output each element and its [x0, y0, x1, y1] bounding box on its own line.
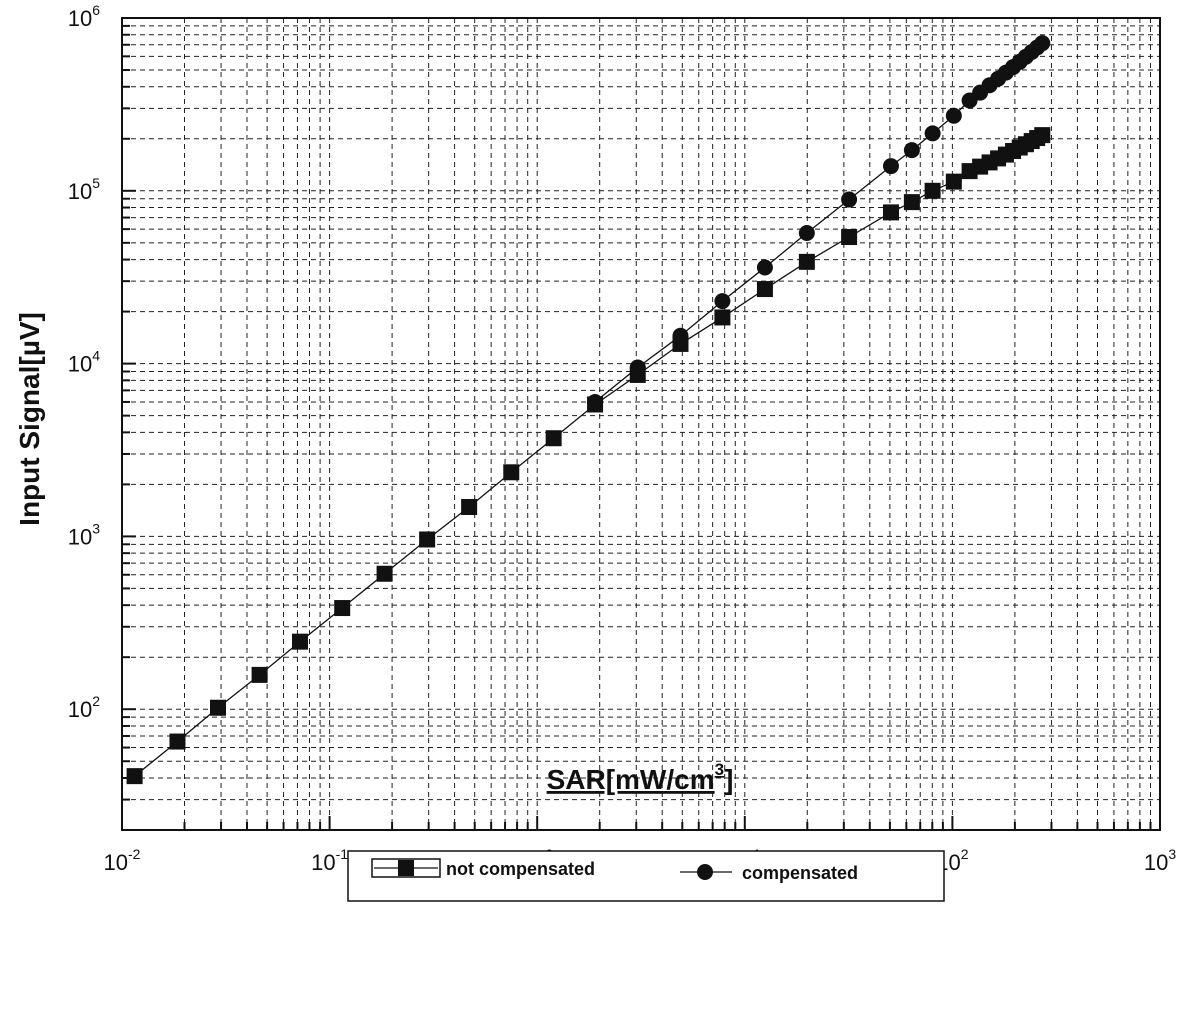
- x-axis-title-base: SAR[mW/cm: [547, 764, 715, 795]
- marker-circle: [629, 359, 646, 376]
- marker-circle: [714, 293, 731, 310]
- y-tick-label: 103: [68, 520, 100, 549]
- y-tick-label-base: 10: [68, 697, 92, 722]
- marker-square: [291, 633, 308, 650]
- marker-square: [169, 733, 186, 750]
- y-tick-label-base: 10: [68, 352, 92, 377]
- marker-circle: [882, 158, 899, 175]
- legend-marker-circle: [697, 864, 713, 880]
- y-axis-title: Input Signal[µV]: [14, 312, 45, 526]
- marker-square: [461, 498, 478, 515]
- marker-square: [945, 173, 962, 190]
- marker-circle: [798, 224, 815, 241]
- marker-circle: [945, 107, 962, 124]
- x-tick-label: 103: [1144, 846, 1176, 875]
- legend-label-not-compensated: not compensated: [446, 859, 595, 879]
- legend-items: not compensated compensated: [371, 858, 858, 883]
- marker-square: [334, 600, 351, 617]
- x-tick-label-base: 10: [311, 850, 335, 875]
- legend-marker-square: [398, 860, 414, 876]
- x-tick-label-exponent: -2: [128, 846, 141, 862]
- legend: not compensated compensated: [347, 850, 945, 902]
- x-tick-label-base: 10: [1144, 850, 1168, 875]
- marker-square: [419, 531, 436, 548]
- marker-square: [376, 565, 393, 582]
- marker-square: [503, 464, 520, 481]
- x-tick-label-exponent: 2: [961, 846, 969, 862]
- x-tick-label-exponent: -1: [336, 846, 349, 862]
- marker-square: [756, 281, 773, 298]
- marker-circle: [841, 191, 858, 208]
- marker-circle: [672, 327, 689, 344]
- y-tick-label-exponent: 6: [92, 2, 100, 18]
- marker-square: [903, 194, 920, 211]
- y-tick-label-exponent: 3: [92, 520, 100, 536]
- legend-box: [347, 850, 945, 902]
- marker-circle: [903, 142, 920, 159]
- marker-circle: [756, 259, 773, 276]
- x-axis-ticks: [121, 816, 1161, 830]
- x-tick-label-exponent: 3: [1168, 846, 1176, 862]
- y-tick-label: 105: [68, 175, 100, 204]
- marker-square: [841, 229, 858, 246]
- y-tick-label: 106: [68, 2, 100, 31]
- y-tick-label: 104: [68, 348, 100, 377]
- marker-square: [882, 204, 899, 221]
- marker-square: [545, 430, 562, 447]
- plot-frame: [121, 17, 1161, 831]
- marker-circle: [1034, 35, 1051, 52]
- x-axis-title-close: ]: [724, 764, 733, 795]
- marker-square: [251, 666, 268, 683]
- y-tick-label-base: 10: [68, 524, 92, 549]
- marker-square: [209, 699, 226, 716]
- y-tick-label-base: 10: [68, 179, 92, 204]
- x-axis-title: SAR[mW/cm3]: [547, 760, 734, 795]
- marker-square: [126, 768, 143, 785]
- y-tick-label: 102: [68, 693, 100, 722]
- y-tick-label-exponent: 4: [92, 348, 100, 364]
- legend-swatch-frame: [371, 858, 441, 878]
- marker-square: [714, 309, 731, 326]
- y-axis-ticks: [122, 17, 136, 831]
- x-axis-title-sup: 3: [715, 760, 724, 779]
- y-tick-label-exponent: 5: [92, 175, 100, 191]
- marker-square: [1034, 127, 1051, 144]
- x-tick-label: 10-2: [104, 846, 141, 875]
- x-tick-label: 10-1: [311, 846, 348, 875]
- marker-square: [798, 253, 815, 270]
- y-tick-label-base: 10: [68, 6, 92, 31]
- marker-square: [924, 182, 941, 199]
- series-markers: [126, 35, 1051, 785]
- marker-circle: [924, 125, 941, 142]
- legend-label-compensated: compensated: [742, 863, 858, 883]
- grid: [122, 18, 1160, 830]
- x-tick-label-base: 10: [104, 850, 128, 875]
- marker-circle: [587, 393, 604, 410]
- y-tick-label-exponent: 2: [92, 693, 100, 709]
